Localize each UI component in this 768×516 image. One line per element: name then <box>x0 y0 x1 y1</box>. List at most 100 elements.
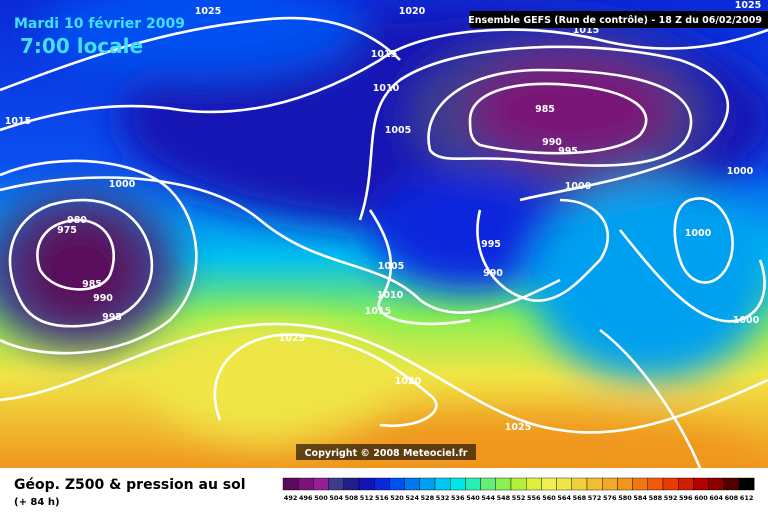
isobar-label: 1015 <box>5 116 31 127</box>
scale-swatch <box>738 477 755 491</box>
scale-label: 580 <box>618 494 632 502</box>
scale-swatch <box>419 477 436 491</box>
scale-label: 524 <box>405 494 419 502</box>
scale-label: 596 <box>679 494 693 502</box>
scale-swatch <box>434 477 451 491</box>
scale-swatch <box>586 477 603 491</box>
scale-label: 520 <box>390 494 404 502</box>
scale-swatch <box>571 477 588 491</box>
scale-label: 600 <box>694 494 708 502</box>
scale-swatch <box>404 477 421 491</box>
footer-title: Géop. Z500 & pression au sol <box>14 477 246 493</box>
scale-label: 592 <box>664 494 678 502</box>
isobar <box>673 197 734 284</box>
footer-lead: (+ 84 h) <box>14 497 60 508</box>
isobar <box>0 322 768 434</box>
scale-label: 540 <box>466 494 480 502</box>
scale-swatch <box>510 477 527 491</box>
scale-swatch <box>617 477 633 491</box>
isobar-label: 990 <box>483 268 503 279</box>
isobar-label: 985 <box>535 104 555 115</box>
scale-swatch <box>723 477 740 491</box>
isobar-label: 1025 <box>735 0 761 11</box>
isobar <box>468 82 648 155</box>
scale-label: 604 <box>709 494 723 502</box>
isobar <box>8 198 154 328</box>
scale-label: 556 <box>527 494 541 502</box>
isobar-label: 985 <box>82 279 102 290</box>
scale-swatch <box>313 477 329 491</box>
scale-label: 496 <box>299 494 313 502</box>
isobar-label: 980 <box>67 215 87 226</box>
scale-swatch <box>708 477 724 491</box>
scale-label: 544 <box>481 494 495 502</box>
isobar-label: 975 <box>57 225 77 236</box>
isobar-label: 1005 <box>385 125 411 136</box>
scale-swatch <box>541 477 557 491</box>
isobar-label: 1015 <box>573 25 599 36</box>
isobar-label: 1025 <box>279 333 305 344</box>
isobar-label: 1020 <box>395 376 422 387</box>
isobars <box>0 16 768 468</box>
scale-label: 548 <box>497 494 511 502</box>
isobar <box>0 16 401 92</box>
scale-label: 504 <box>329 494 343 502</box>
scale-swatch <box>647 477 664 491</box>
scale-swatch <box>465 477 481 491</box>
isobar-label: 995 <box>102 312 122 323</box>
scale-label: 612 <box>740 494 754 502</box>
isobar-label: 1015 <box>365 306 391 317</box>
isobar <box>0 159 198 355</box>
scale-label: 572 <box>588 494 602 502</box>
scale-swatch <box>602 477 618 491</box>
scale-label: 584 <box>633 494 647 502</box>
scale-label: 608 <box>725 494 739 502</box>
scale-label: 492 <box>284 494 298 502</box>
scale-swatch <box>358 477 375 491</box>
scale-label: 528 <box>421 494 435 502</box>
scale-swatch <box>450 477 466 491</box>
scale-swatch <box>374 477 390 491</box>
isobar-label: 1000 <box>109 179 136 190</box>
scale-label: 588 <box>649 494 663 502</box>
copyright: Copyright © 2008 Meteociel.fr <box>305 448 468 459</box>
scale-label: 564 <box>557 494 571 502</box>
isobar <box>358 45 730 221</box>
isobar <box>36 218 115 291</box>
scale-swatch <box>389 477 405 491</box>
isobar-label: 1000 <box>727 166 754 177</box>
isobar-label: 1025 <box>195 6 221 17</box>
map-area: 1025 102010151025101510151010100598599099… <box>0 0 768 468</box>
scale-swatch <box>343 477 360 491</box>
scale-label: 532 <box>436 494 450 502</box>
isobar <box>0 28 768 132</box>
copyright-box <box>296 444 476 460</box>
color-scale: 492 496 500 504 508 512 516 520 524 528 532 536 540 5… <box>282 477 755 502</box>
scale-label: 568 <box>573 494 587 502</box>
scale-label: 536 <box>451 494 465 502</box>
isobar-label: 990 <box>93 293 113 304</box>
isobar-label: 1010 <box>373 83 400 94</box>
local-time: 7:00 locale <box>20 34 143 58</box>
isobar <box>427 68 693 167</box>
scale-label: 512 <box>360 494 374 502</box>
isobar <box>368 209 471 326</box>
isobar <box>476 198 610 302</box>
scale-swatch <box>298 477 314 491</box>
isobar-label: 1000 <box>565 181 592 192</box>
scale-swatch <box>632 477 648 491</box>
date: Mardi 10 février 2009 <box>14 16 185 32</box>
isobar-label: 990 <box>542 137 562 148</box>
isobar-label: 995 <box>558 146 578 157</box>
isobar <box>618 229 766 323</box>
scale-label: 500 <box>314 494 328 502</box>
scale-swatch <box>556 477 572 491</box>
isobar-label: 1025 <box>505 422 531 433</box>
scale-swatch <box>662 477 679 491</box>
isobar <box>213 333 438 428</box>
isobar-label: 1000 <box>685 228 712 239</box>
isobar-label: 1020 <box>399 6 426 17</box>
isobar-label: 1010 <box>377 290 404 301</box>
isobar-labels: 1025 102010151025101510151010100598599099… <box>5 0 761 433</box>
